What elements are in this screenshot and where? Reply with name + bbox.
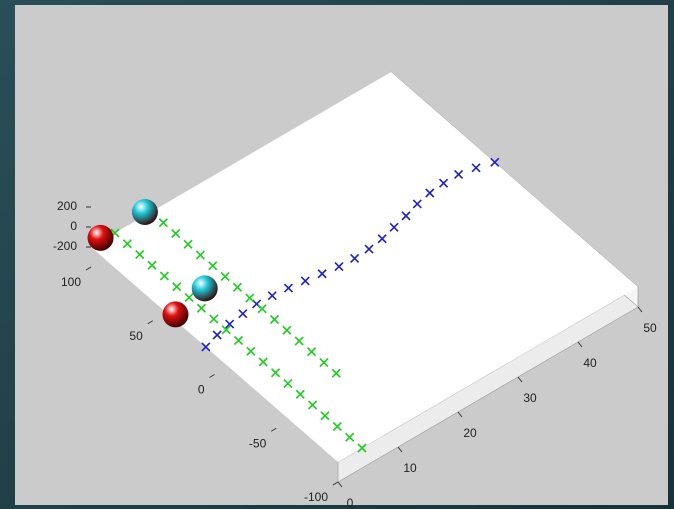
sphere-marker (162, 301, 188, 327)
page: 01020304050-100-50050100-2000200 (() => … (0, 0, 674, 509)
chart: 0 10 20 30 40 50 -100 -50 0 50 100 -200 0 200 (0, 0, 674, 509)
y-tick-label: -50 (249, 436, 267, 450)
z-tick-label: -200 (53, 239, 77, 253)
x-tick-label: 30 (523, 391, 537, 405)
x-tick-label: 10 (403, 461, 417, 475)
sphere-marker (192, 275, 218, 301)
z-tick-label: 0 (70, 219, 77, 233)
x-tick-label: 0 (347, 496, 354, 509)
y-tick-label: 50 (129, 329, 143, 343)
y-tick-label: 100 (61, 275, 81, 289)
z-tick-label: 200 (57, 199, 77, 213)
y-tick-label: 0 (198, 383, 205, 397)
sphere-marker (132, 199, 158, 225)
y-tick-label: -100 (304, 490, 328, 504)
sphere-marker (88, 225, 114, 251)
x-tick-label: 40 (583, 356, 597, 370)
x-tick-label: 50 (643, 321, 657, 335)
x-tick-label: 20 (463, 426, 477, 440)
